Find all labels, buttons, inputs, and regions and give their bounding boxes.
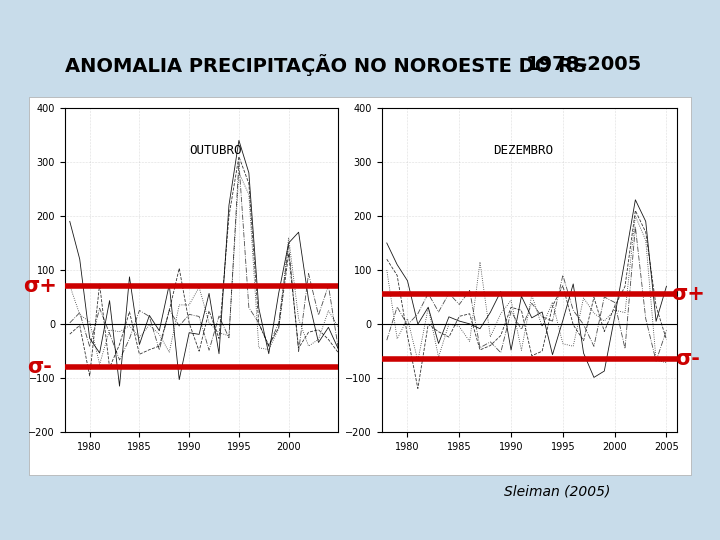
Text: σ-: σ- <box>27 357 52 377</box>
Text: OUTUBRO: OUTUBRO <box>189 144 241 157</box>
Text: ANOMALIA PRECIPITAÇÃO NO NOROESTE DO RS: ANOMALIA PRECIPITAÇÃO NO NOROESTE DO RS <box>65 54 587 76</box>
Text: 1978-2005: 1978-2005 <box>526 55 642 75</box>
Text: σ+: σ+ <box>22 276 57 296</box>
Text: σ-: σ- <box>675 349 700 369</box>
Text: DEZEMBRO: DEZEMBRO <box>493 144 553 157</box>
Text: σ+: σ+ <box>670 284 705 305</box>
Text: Sleiman (2005): Sleiman (2005) <box>504 484 611 498</box>
